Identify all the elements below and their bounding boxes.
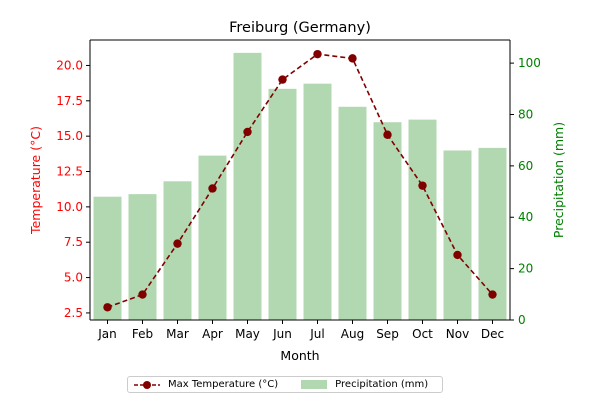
- bar-aug: [338, 106, 367, 320]
- temperature-point-jan: [103, 303, 112, 312]
- bar-nov: [443, 150, 472, 320]
- bar-feb: [128, 194, 157, 320]
- temperature-point-jul: [313, 49, 322, 59]
- left-tick-label: 2.5: [64, 306, 83, 320]
- x-tick-label: Apr: [202, 327, 223, 341]
- bar-jun: [268, 88, 297, 320]
- right-tick-label: 80: [518, 107, 533, 121]
- left-tick-label: 12.5: [56, 165, 83, 179]
- right-tick-label: 100: [518, 56, 541, 70]
- temperature-point-nov: [453, 250, 462, 260]
- temperature-point-aug: [348, 54, 357, 63]
- left-axis-label: Temperature (°C): [28, 126, 43, 235]
- chart-title: Freiburg (Germany): [229, 20, 371, 36]
- bar-mar: [163, 181, 192, 320]
- temperature-point-feb: [138, 290, 147, 299]
- left-tick-label: 10.0: [56, 200, 83, 214]
- x-tick-label: Feb: [132, 327, 153, 341]
- bar-oct: [408, 119, 437, 320]
- x-tick-label: Jan: [97, 327, 117, 341]
- legend-label-precipitation: Precipitation (mm): [335, 379, 429, 390]
- bar-apr: [198, 155, 227, 320]
- x-tick-label: Jul: [309, 327, 324, 341]
- x-tick-label: Aug: [341, 327, 364, 341]
- temperature-point-dec: [488, 290, 497, 299]
- x-tick-label: May: [235, 327, 260, 341]
- legend: Max Temperature (°C) Precipitation (mm): [127, 376, 443, 393]
- bar-sep: [373, 122, 402, 320]
- legend-label-temperature: Max Temperature (°C): [168, 379, 279, 390]
- right-axis-label: Precipitation (mm): [551, 122, 566, 238]
- temperature-point-apr: [208, 184, 217, 193]
- left-tick-label: 15.0: [56, 129, 83, 143]
- temperature-line: [107, 53, 494, 309]
- right-tick-label: 0: [518, 313, 526, 327]
- left-tick-label: 17.5: [56, 94, 83, 108]
- left-tick-label: 7.5: [64, 235, 83, 249]
- left-tick-label: 20.0: [56, 58, 83, 72]
- legend-bar-swatch: [301, 380, 328, 389]
- x-tick-label: Sep: [376, 327, 399, 341]
- right-tick-label: 40: [518, 210, 533, 224]
- x-axis-label: Month: [280, 348, 319, 363]
- x-tick-label: Mar: [166, 327, 189, 341]
- temperature-point-mar: [173, 239, 182, 248]
- temperature-point-oct: [418, 181, 427, 190]
- right-tick-label: 60: [518, 159, 533, 173]
- legend-item-precipitation: Precipitation (mm): [301, 379, 428, 390]
- bar-may: [233, 52, 262, 321]
- legend-line-swatch: [134, 380, 160, 389]
- x-tick-label: Dec: [481, 327, 504, 341]
- x-tick-label: Oct: [412, 327, 433, 341]
- temperature-point-may: [243, 127, 252, 137]
- temperature-point-jun: [278, 75, 287, 84]
- left-tick-label: 5.0: [64, 271, 83, 285]
- x-tick-label: Jun: [272, 327, 292, 341]
- temperature-point-sep: [383, 130, 392, 139]
- bar-jan: [93, 196, 122, 320]
- legend-item-temperature: Max Temperature (°C): [134, 379, 278, 390]
- bar-jul: [303, 83, 332, 320]
- x-tick-label: Nov: [446, 327, 469, 341]
- right-tick-label: 20: [518, 262, 533, 276]
